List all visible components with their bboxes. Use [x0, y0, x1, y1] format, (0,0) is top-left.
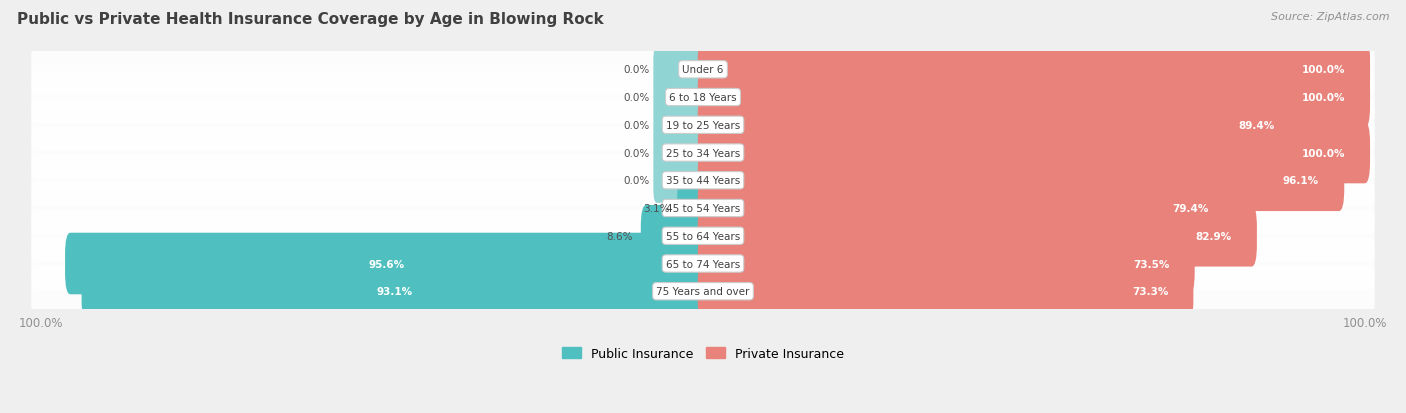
FancyBboxPatch shape: [697, 261, 1194, 322]
FancyBboxPatch shape: [654, 48, 706, 93]
FancyBboxPatch shape: [654, 103, 706, 148]
FancyBboxPatch shape: [31, 211, 1375, 262]
FancyBboxPatch shape: [31, 238, 1375, 290]
Text: 100.0%: 100.0%: [1302, 93, 1346, 103]
Text: Source: ZipAtlas.com: Source: ZipAtlas.com: [1271, 12, 1389, 22]
FancyBboxPatch shape: [697, 122, 1369, 184]
Text: 0.0%: 0.0%: [624, 121, 650, 131]
FancyBboxPatch shape: [654, 76, 706, 120]
Text: 0.0%: 0.0%: [624, 148, 650, 158]
Text: Under 6: Under 6: [682, 65, 724, 75]
Text: 95.6%: 95.6%: [368, 259, 405, 269]
Text: 55 to 64 Years: 55 to 64 Years: [666, 231, 740, 241]
FancyBboxPatch shape: [654, 159, 706, 203]
Text: 75 Years and over: 75 Years and over: [657, 287, 749, 297]
FancyBboxPatch shape: [31, 155, 1375, 206]
FancyBboxPatch shape: [697, 205, 1257, 267]
Text: 35 to 44 Years: 35 to 44 Years: [666, 176, 740, 186]
Text: 25 to 34 Years: 25 to 34 Years: [666, 148, 740, 158]
Text: 73.3%: 73.3%: [1132, 287, 1168, 297]
Text: 100.0%: 100.0%: [1302, 148, 1346, 158]
Text: 45 to 54 Years: 45 to 54 Years: [666, 204, 740, 214]
FancyBboxPatch shape: [641, 205, 709, 267]
Text: 79.4%: 79.4%: [1173, 204, 1209, 214]
Legend: Public Insurance, Private Insurance: Public Insurance, Private Insurance: [562, 347, 844, 360]
FancyBboxPatch shape: [697, 39, 1369, 101]
FancyBboxPatch shape: [31, 44, 1375, 96]
Text: 0.0%: 0.0%: [624, 65, 650, 75]
FancyBboxPatch shape: [31, 128, 1375, 179]
FancyBboxPatch shape: [82, 261, 709, 322]
Text: 93.1%: 93.1%: [377, 287, 413, 297]
FancyBboxPatch shape: [65, 233, 709, 294]
FancyBboxPatch shape: [678, 178, 709, 239]
Text: 100.0%: 100.0%: [1302, 65, 1346, 75]
Text: 3.1%: 3.1%: [643, 204, 669, 214]
FancyBboxPatch shape: [31, 266, 1375, 317]
FancyBboxPatch shape: [697, 150, 1344, 211]
Text: 0.0%: 0.0%: [624, 176, 650, 186]
FancyBboxPatch shape: [697, 67, 1369, 128]
Text: 65 to 74 Years: 65 to 74 Years: [666, 259, 740, 269]
FancyBboxPatch shape: [31, 183, 1375, 234]
FancyBboxPatch shape: [697, 178, 1233, 239]
Text: 8.6%: 8.6%: [606, 231, 633, 241]
FancyBboxPatch shape: [654, 131, 706, 176]
Text: 6 to 18 Years: 6 to 18 Years: [669, 93, 737, 103]
Text: 19 to 25 Years: 19 to 25 Years: [666, 121, 740, 131]
FancyBboxPatch shape: [697, 233, 1195, 294]
Text: 96.1%: 96.1%: [1284, 176, 1319, 186]
Text: 0.0%: 0.0%: [624, 93, 650, 103]
FancyBboxPatch shape: [697, 95, 1301, 156]
FancyBboxPatch shape: [31, 100, 1375, 151]
FancyBboxPatch shape: [31, 72, 1375, 123]
Text: 82.9%: 82.9%: [1195, 231, 1232, 241]
Text: Public vs Private Health Insurance Coverage by Age in Blowing Rock: Public vs Private Health Insurance Cover…: [17, 12, 603, 27]
Text: 89.4%: 89.4%: [1239, 121, 1275, 131]
Text: 73.5%: 73.5%: [1133, 259, 1170, 269]
